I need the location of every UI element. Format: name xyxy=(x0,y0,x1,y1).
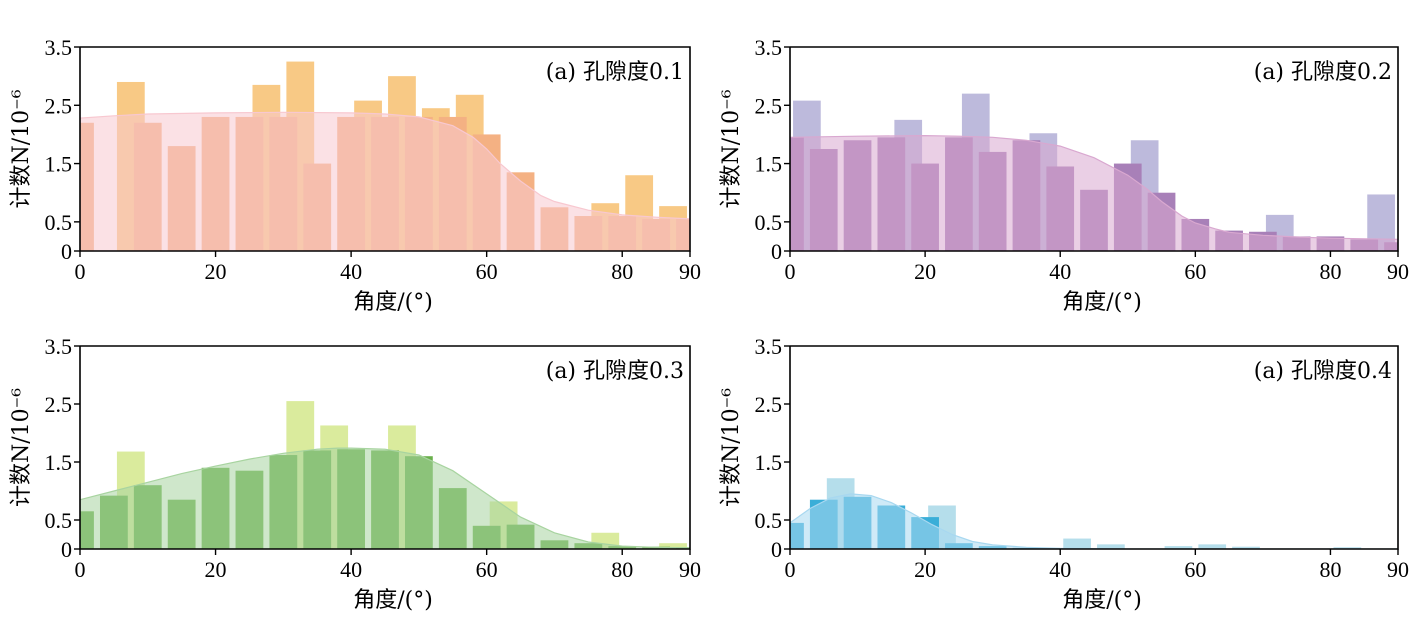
x-tick-label: 40 xyxy=(1049,557,1071,582)
y-tick-label: 3.5 xyxy=(45,334,73,359)
x-tick-label: 0 xyxy=(785,259,796,284)
x-tick-label: 60 xyxy=(476,557,498,582)
y-tick-label: 0.5 xyxy=(755,210,783,235)
chart-panel-2: 00.51.52.53.50 20 40 60 80 90角度/(°)计数N/10⁻⁶(a… xyxy=(719,35,1409,315)
y-tick-label: 2.5 xyxy=(45,392,73,417)
x-tick-label: 90 xyxy=(1387,259,1409,284)
x-tick-label: 60 xyxy=(1184,259,1206,284)
bar-light xyxy=(1333,547,1362,549)
y-axis-title: 计数N/10⁻⁶ xyxy=(9,388,34,507)
panel-label: (a) 孔隙度0.1 xyxy=(546,60,684,85)
x-tick-label: 20 xyxy=(205,557,227,582)
x-tick-label: 80 xyxy=(611,259,633,284)
plot-area xyxy=(80,61,721,251)
x-tick-label: 90 xyxy=(679,557,701,582)
y-tick-label: 3.5 xyxy=(755,334,783,359)
plot-area xyxy=(790,93,1398,251)
x-tick-label: 40 xyxy=(1049,259,1071,284)
y-axis-title: 计数N/10⁻⁶ xyxy=(9,89,34,208)
chart-panel-1: 00.51.52.53.50 20 40 60 80 90角度/(°)计数N/10⁻⁶(a… xyxy=(9,35,721,315)
y-tick-label: 0 xyxy=(771,239,782,264)
y-tick-label: 0 xyxy=(61,537,72,562)
x-tick-label: 20 xyxy=(914,259,936,284)
x-tick-label: 80 xyxy=(1319,259,1341,284)
plot-area xyxy=(80,401,721,549)
plot-area xyxy=(790,478,1417,549)
x-tick-label: 0 xyxy=(785,557,796,582)
y-tick-label: 2.5 xyxy=(45,93,73,118)
x-axis-title: 角度/(°) xyxy=(353,290,433,315)
chart-panel-4: 00.51.52.53.50 20 40 60 80 90角度/(°)计数N/10⁻⁶(a… xyxy=(719,334,1417,613)
panel-label: (a) 孔隙度0.4 xyxy=(1254,359,1392,384)
x-tick-label: 80 xyxy=(611,557,633,582)
y-tick-label: 1.5 xyxy=(45,152,73,177)
panel-label: (a) 孔隙度0.2 xyxy=(1254,60,1392,85)
y-tick-label: 0 xyxy=(771,537,782,562)
density-area xyxy=(80,447,690,549)
x-tick-label: 0 xyxy=(75,557,86,582)
x-tick-label: 20 xyxy=(914,557,936,582)
x-tick-label: 40 xyxy=(340,259,362,284)
y-tick-label: 1.5 xyxy=(755,152,783,177)
bar-light xyxy=(1198,544,1227,549)
bar-light xyxy=(1401,547,1417,549)
y-tick-label: 1.5 xyxy=(45,450,73,475)
y-tick-label: 0.5 xyxy=(45,508,73,533)
x-tick-label: 0 xyxy=(75,259,86,284)
y-tick-label: 2.5 xyxy=(755,392,783,417)
x-tick-label: 60 xyxy=(476,259,498,284)
y-tick-label: 3.5 xyxy=(45,35,73,60)
bar-light xyxy=(693,545,721,549)
panel-label: (a) 孔隙度0.3 xyxy=(546,359,684,384)
bar-light xyxy=(693,204,721,251)
x-tick-label: 40 xyxy=(340,557,362,582)
y-tick-label: 0 xyxy=(61,239,72,264)
density-area xyxy=(790,493,1398,549)
y-axis-title: 计数N/10⁻⁶ xyxy=(719,89,744,208)
density-area xyxy=(790,134,1398,251)
y-tick-label: 2.5 xyxy=(755,93,783,118)
x-tick-label: 20 xyxy=(205,259,227,284)
y-axis-title: 计数N/10⁻⁶ xyxy=(719,388,744,507)
y-tick-label: 3.5 xyxy=(755,35,783,60)
x-axis-title: 角度/(°) xyxy=(353,588,433,613)
bar-light xyxy=(1097,544,1125,549)
x-axis-title: 角度/(°) xyxy=(1062,588,1142,613)
density-area xyxy=(80,111,690,251)
bar-light xyxy=(1063,538,1091,549)
y-tick-label: 1.5 xyxy=(755,450,783,475)
x-tick-label: 80 xyxy=(1319,557,1341,582)
x-tick-label: 90 xyxy=(1387,557,1409,582)
chart-panel-3: 00.51.52.53.50 20 40 60 80 90角度/(°)计数N/10⁻⁶(a… xyxy=(9,334,721,613)
y-tick-label: 0.5 xyxy=(755,508,783,533)
bar-light xyxy=(659,543,687,549)
bar-light xyxy=(1232,546,1260,549)
x-tick-label: 90 xyxy=(679,259,701,284)
bar-light xyxy=(1164,546,1193,549)
x-tick-label: 60 xyxy=(1184,557,1206,582)
x-axis-title: 角度/(°) xyxy=(1062,290,1142,315)
y-tick-label: 0.5 xyxy=(45,210,73,235)
